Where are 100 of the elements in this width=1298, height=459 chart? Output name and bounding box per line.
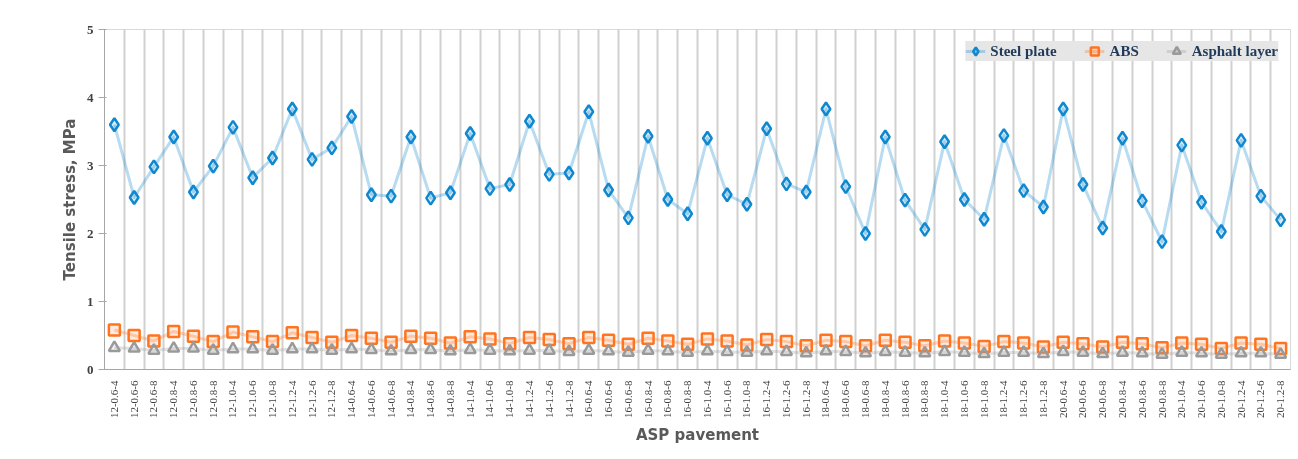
x-tick-label: 18-1.0-6: [957, 380, 970, 419]
point: [1018, 182, 1030, 199]
x-tick-label: 20-0.8-8: [1155, 380, 1168, 419]
point: [878, 333, 893, 348]
x-tick-label: 14-1.0-8: [503, 380, 516, 419]
y-tick-label: 3: [87, 157, 94, 173]
point: [128, 189, 140, 206]
point: [207, 158, 219, 174]
point: [405, 129, 417, 145]
point: [1175, 336, 1189, 350]
point: [247, 169, 259, 186]
point: [166, 340, 181, 353]
point: [127, 340, 141, 353]
legend-label: Steel plate: [990, 42, 1057, 60]
x-tick-label: 16-0.8-8: [681, 380, 694, 419]
point: [285, 341, 300, 354]
x-tick-label: 18-1.2-6: [1017, 380, 1030, 419]
x-tick-label: 16-1.2-4: [760, 380, 773, 419]
x-tick-label: 16-0.6-4: [582, 380, 595, 419]
point: [502, 343, 517, 356]
x-tick-label: 12-0.8-8: [206, 380, 219, 419]
point: [1176, 137, 1188, 153]
x-tick-label: 20-0.6-6: [1076, 380, 1089, 419]
point: [364, 331, 379, 345]
x-tick-label: 20-1.0-4: [1175, 380, 1188, 419]
point: [344, 341, 359, 354]
point: [700, 332, 715, 346]
y-tick-label: 1: [87, 293, 94, 309]
point: [1215, 223, 1227, 240]
point: [168, 129, 180, 145]
x-tick-label: 20-1.0-8: [1214, 380, 1227, 419]
point: [661, 343, 675, 356]
point: [680, 344, 695, 357]
point: [148, 159, 160, 175]
point: [166, 324, 181, 339]
point: [464, 125, 476, 142]
point: [641, 342, 655, 355]
point: [484, 180, 496, 197]
point: [958, 191, 970, 208]
x-tick-label: 14-1.0-6: [483, 380, 496, 419]
point: [107, 323, 122, 337]
point: [306, 151, 318, 168]
point: [305, 341, 319, 354]
point: [1037, 199, 1049, 215]
point: [759, 332, 774, 347]
point: [957, 336, 972, 350]
x-tick-label: 14-0.8-4: [404, 380, 417, 419]
point: [364, 342, 379, 355]
point: [443, 343, 458, 356]
point: [919, 221, 931, 238]
point: [583, 104, 595, 120]
x-axis-title: ASP pavement: [635, 426, 760, 445]
point: [937, 344, 952, 357]
x-tick-label: 18-0.6-8: [859, 380, 872, 419]
point: [246, 341, 260, 354]
point: [384, 343, 398, 356]
point: [286, 101, 298, 117]
x-tick-label: 18-0.6-4: [819, 380, 832, 419]
point: [246, 330, 260, 344]
point: [582, 342, 596, 355]
point: [878, 344, 893, 357]
point: [741, 196, 753, 213]
point: [1195, 194, 1208, 210]
point: [700, 343, 715, 356]
point: [147, 342, 161, 355]
point: [582, 330, 596, 345]
point: [839, 334, 853, 349]
point: [879, 129, 891, 145]
point: [819, 333, 833, 348]
point: [682, 206, 694, 222]
x-tick-label: 20-1.0-6: [1195, 380, 1208, 419]
x-tick-label: 12-0.6-6: [127, 380, 140, 419]
x-tick-label: 12-0.6-8: [147, 380, 160, 419]
point: [859, 225, 872, 242]
point: [365, 186, 377, 203]
point: [839, 344, 853, 357]
point: [326, 140, 338, 156]
x-tick-label: 14-1.2-8: [562, 380, 575, 419]
point: [1016, 336, 1031, 350]
point: [404, 329, 418, 343]
point: [1057, 101, 1069, 117]
point: [1095, 346, 1110, 359]
x-tick-label: 20-0.8-4: [1115, 380, 1128, 419]
x-tick-label: 18-1.2-4: [997, 380, 1010, 419]
point: [226, 341, 240, 354]
point: [265, 342, 280, 355]
point: [285, 326, 300, 340]
point: [1156, 233, 1168, 250]
point: [1275, 212, 1287, 228]
point: [523, 113, 536, 130]
x-tick-label: 20-1.2-6: [1254, 380, 1267, 419]
point: [858, 345, 873, 358]
point: [720, 334, 734, 348]
point: [641, 331, 655, 345]
x-tick-label: 16-0.8-4: [641, 380, 654, 419]
x-tick-label: 14-1.0-4: [463, 380, 476, 419]
x-tick-label: 16-1.0-8: [740, 380, 753, 419]
x-tick-label: 14-1.2-6: [542, 380, 555, 419]
point: [721, 186, 733, 203]
point: [1076, 344, 1090, 357]
